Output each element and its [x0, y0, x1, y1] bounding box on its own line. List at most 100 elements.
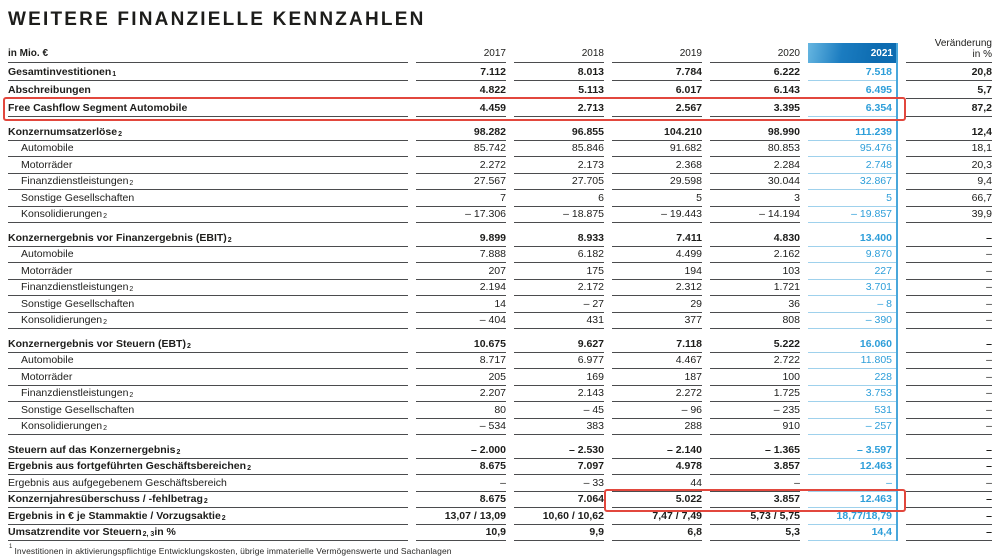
table-row: Automobile 7.888 6.182 4.499 2.162 9.870… [8, 247, 992, 263]
column-header-2021-highlighted: 2021 [808, 43, 898, 63]
cell-2021: 7.518 [808, 63, 898, 81]
table-row: Ergebnis aus fortgeführten Geschäftsbere… [8, 459, 992, 475]
cell-2018: 8.013 [514, 63, 604, 81]
cell-2019: 29 [612, 296, 702, 313]
footnote-marker: 1 [9, 544, 13, 551]
cell-2019: 6,8 [612, 525, 702, 541]
cell-2018: 6 [514, 190, 604, 207]
cell-change: 66,7 [906, 190, 992, 207]
table-header-row: in Mio. € 2017 2018 2019 2020 2021 Verän… [8, 39, 992, 63]
cell-2019: 6.017 [612, 81, 702, 99]
cell-2017: 85.742 [416, 141, 506, 157]
cell-2020: 5,73 / 5,75 [710, 508, 800, 525]
cell-2021: 111.239 [808, 124, 898, 141]
cell-2020: 6.222 [710, 63, 800, 81]
cell-2020: – 235 [710, 402, 800, 419]
cell-change: – [906, 353, 992, 369]
table-row: Automobile 8.717 6.977 4.467 2.722 11.80… [8, 353, 992, 369]
row-label: Sonstige Gesellschaften [8, 402, 408, 419]
cell-2019: 288 [612, 419, 702, 435]
footnote: 1 Investitionen in aktivierungspflichtige… [8, 544, 992, 556]
table-row: Sonstige Gesellschaften 80 – 45 – 96 – 2… [8, 402, 992, 419]
cell-2021: 2.748 [808, 157, 898, 174]
cell-2020: 98.990 [710, 124, 800, 141]
cell-2017: 9.899 [416, 230, 506, 247]
table-row: Konsolidierungen 2 – 534 383 288 910 – 25… [8, 419, 992, 435]
cell-2018: 96.855 [514, 124, 604, 141]
cell-2017: 14 [416, 296, 506, 313]
cell-2021: 32.867 [808, 174, 898, 190]
cell-change: 9,4 [906, 174, 992, 190]
cell-2018: 6.182 [514, 247, 604, 263]
cell-2017: 4.459 [416, 99, 506, 117]
cell-2021: 3.701 [808, 280, 898, 296]
cell-2017: 27.567 [416, 174, 506, 190]
row-label: Automobile [8, 353, 408, 369]
column-header-2020: 2020 [710, 39, 800, 63]
cell-2021: 9.870 [808, 247, 898, 263]
cell-2020: 4.830 [710, 230, 800, 247]
cell-2018: – 27 [514, 296, 604, 313]
cell-2017: 8.675 [416, 459, 506, 475]
table-row: Sonstige Gesellschaften 14 – 27 29 36 – … [8, 296, 992, 313]
row-label: Konzernergebnis vor Steuern (EBT) 2 [8, 336, 408, 353]
cell-2017: 2.272 [416, 157, 506, 174]
cell-change: – [906, 296, 992, 313]
cell-2018: 7.064 [514, 492, 604, 508]
cell-change: – [906, 402, 992, 419]
table-row: Automobile 85.742 85.846 91.682 80.853 9… [8, 141, 992, 157]
column-header-2018: 2018 [514, 39, 604, 63]
cell-2019: 5.022 [612, 492, 702, 508]
cell-2020: – 1.365 [710, 442, 800, 459]
cell-2021: – 257 [808, 419, 898, 435]
row-label: Konsolidierungen 2 [8, 419, 408, 435]
cell-2019: – 19.443 [612, 207, 702, 223]
cell-change: – [906, 459, 992, 475]
row-label: Automobile [8, 247, 408, 263]
cell-2019: 187 [612, 369, 702, 386]
cell-2019: 2.368 [612, 157, 702, 174]
cell-2019: 4.467 [612, 353, 702, 369]
cell-2018: 2.173 [514, 157, 604, 174]
cell-change: – [906, 313, 992, 329]
cell-2018: 85.846 [514, 141, 604, 157]
cell-2017: 7 [416, 190, 506, 207]
cell-2017: 10.675 [416, 336, 506, 353]
table-row: Finanzdienstleistungen 2 2.207 2.143 2.27… [8, 386, 992, 402]
row-label: Free Cashflow Segment Automobile [8, 99, 408, 117]
cell-2019: 91.682 [612, 141, 702, 157]
cell-2020: 3 [710, 190, 800, 207]
cell-2018: 5.113 [514, 81, 604, 99]
cell-2020: 80.853 [710, 141, 800, 157]
cell-2019: 7.411 [612, 230, 702, 247]
cell-2021: – 390 [808, 313, 898, 329]
cell-2017: 8.675 [416, 492, 506, 508]
cell-change: – [906, 369, 992, 386]
cell-change: – [906, 336, 992, 353]
row-label: Sonstige Gesellschaften [8, 190, 408, 207]
cell-2019: 2.312 [612, 280, 702, 296]
cell-change: – [906, 475, 992, 492]
cell-change: 20,3 [906, 157, 992, 174]
cell-2017: – 534 [416, 419, 506, 435]
cell-2018: – 45 [514, 402, 604, 419]
cell-2019: 194 [612, 263, 702, 280]
table-row: Ergebnis in € je Stammaktie / Vorzugsakt… [8, 508, 992, 525]
cell-2019: 377 [612, 313, 702, 329]
cell-2017: 4.822 [416, 81, 506, 99]
row-label: Motorräder [8, 263, 408, 280]
cell-2021: 5 [808, 190, 898, 207]
cell-2021: 14,4 [808, 525, 898, 541]
cell-2019: 5 [612, 190, 702, 207]
cell-2020: 100 [710, 369, 800, 386]
table-row: Konsolidierungen 2 – 404 431 377 808 – 39… [8, 313, 992, 329]
cell-2017: 205 [416, 369, 506, 386]
row-label: Konzernjahresüberschuss / -fehlbetrag 2 [8, 492, 408, 508]
cell-2020: 3.857 [710, 459, 800, 475]
table-row: Sonstige Gesellschaften 7 6 5 3 5 66,7 [8, 190, 992, 207]
cell-change: – [906, 492, 992, 508]
cell-change: – [906, 386, 992, 402]
cell-2020: 5.222 [710, 336, 800, 353]
table-row: Gesamtinvestitionen 1 7.112 8.013 7.784 6… [8, 63, 992, 81]
cell-change: 20,8 [906, 63, 992, 81]
